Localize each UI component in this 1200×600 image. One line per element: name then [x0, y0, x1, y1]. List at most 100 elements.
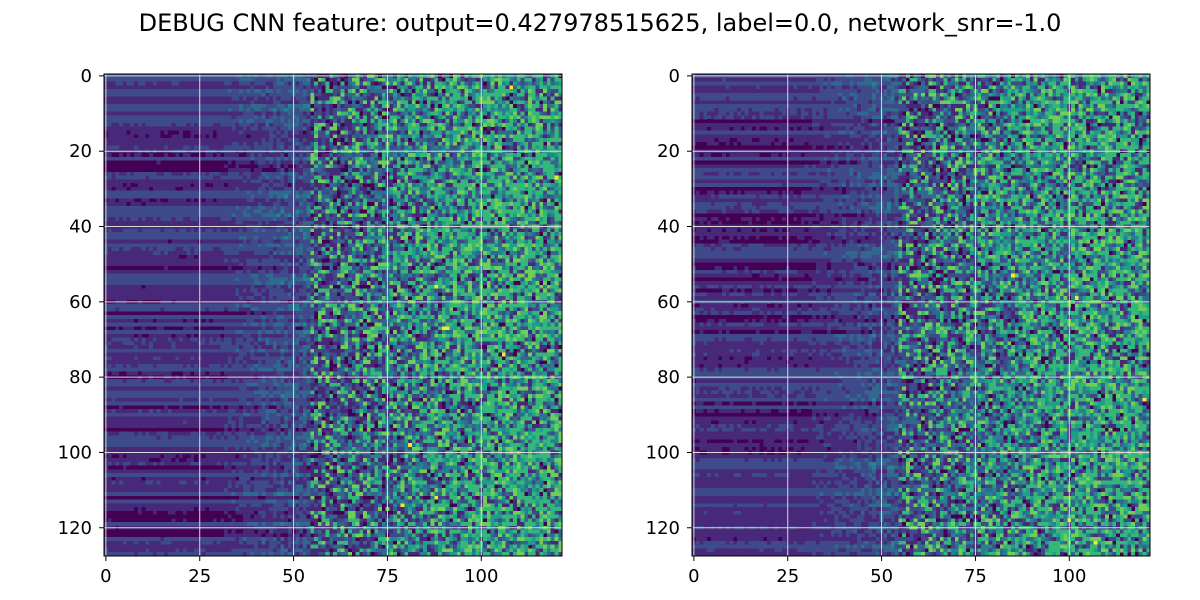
- heatmap-cell: [351, 156, 356, 161]
- heatmap-cell: [404, 183, 409, 188]
- heatmap-cell: [111, 107, 116, 112]
- heatmap-cell: [396, 164, 401, 169]
- heatmap-cell: [257, 153, 262, 157]
- heatmap-cell: [265, 179, 270, 184]
- heatmap-cell: [152, 232, 157, 237]
- heatmap-cell: [374, 186, 379, 191]
- heatmap-cell: [126, 145, 131, 150]
- heatmap-cell: [423, 228, 427, 233]
- heatmap-cell: [167, 228, 172, 233]
- heatmap-cell: [216, 213, 221, 218]
- heatmap-cell: [299, 104, 304, 108]
- heatmap-cell: [336, 198, 341, 203]
- heatmap-cell: [438, 104, 442, 108]
- heatmap-cell: [344, 179, 349, 184]
- heatmap-cell: [122, 100, 127, 105]
- heatmap-cell: [310, 107, 315, 112]
- heatmap-cell: [306, 179, 311, 184]
- heatmap-cell: [513, 122, 518, 127]
- heatmap-cell: [550, 134, 555, 139]
- heatmap-cell: [494, 183, 499, 188]
- heatmap-cell: [141, 100, 146, 105]
- heatmap-cell: [134, 111, 138, 116]
- heatmap-cell: [554, 183, 559, 188]
- heatmap-cell: [302, 232, 307, 237]
- heatmap-cell: [272, 77, 277, 82]
- heatmap-cell: [171, 186, 176, 191]
- heatmap-cell: [265, 134, 270, 139]
- heatmap-cell: [167, 156, 172, 161]
- heatmap-cell: [404, 130, 409, 135]
- heatmap-cell: [134, 107, 138, 112]
- heatmap-cell: [149, 213, 153, 218]
- heatmap-cell: [531, 205, 536, 210]
- heatmap-cell: [494, 232, 499, 237]
- heatmap-cell: [419, 205, 424, 210]
- heatmap-cell: [141, 138, 146, 142]
- heatmap-cell: [156, 202, 161, 206]
- heatmap-cell: [554, 141, 559, 146]
- heatmap-cell: [209, 228, 213, 233]
- heatmap-cell: [205, 89, 210, 93]
- heatmap-cell: [340, 160, 345, 165]
- heatmap-cell: [209, 96, 213, 101]
- heatmap-cell: [205, 107, 210, 112]
- heatmap-cell: [546, 205, 551, 210]
- heatmap-cell: [269, 126, 274, 131]
- heatmap-cell: [145, 77, 150, 82]
- heatmap-cell: [284, 153, 289, 157]
- heatmap-cell: [310, 160, 315, 165]
- heatmap-cell: [122, 85, 127, 90]
- heatmap-cell: [254, 126, 258, 131]
- heatmap-cell: [164, 134, 168, 139]
- heatmap-cell: [550, 179, 555, 184]
- heatmap-cell: [531, 198, 536, 203]
- heatmap-cell: [186, 209, 191, 214]
- heatmap-cell: [434, 107, 439, 112]
- heatmap-cell: [276, 100, 281, 105]
- heatmap-cell: [235, 100, 240, 105]
- heatmap-cell: [550, 115, 555, 120]
- heatmap-cell: [389, 111, 394, 116]
- heatmap-cell: [494, 111, 499, 116]
- heatmap-cell: [486, 138, 491, 142]
- heatmap-cell: [167, 190, 172, 195]
- heatmap-cell: [558, 186, 562, 191]
- heatmap-cell: [302, 141, 307, 146]
- heatmap-cell: [179, 194, 183, 199]
- heatmap-cell: [141, 220, 146, 225]
- heatmap-cell: [321, 232, 326, 237]
- heatmap-cell: [550, 85, 555, 90]
- heatmap-cell: [509, 104, 514, 108]
- heatmap-cell: [333, 186, 337, 191]
- heatmap-cell: [453, 202, 457, 206]
- heatmap-cell: [287, 202, 292, 206]
- heatmap-cell: [490, 81, 495, 86]
- heatmap-cell: [299, 141, 304, 146]
- heatmap-cell: [250, 228, 255, 233]
- heatmap-cell: [535, 179, 540, 184]
- heatmap-cell: [449, 138, 454, 142]
- heatmap-cell: [434, 122, 439, 127]
- heatmap-cell: [486, 122, 491, 127]
- heatmap-cell: [359, 104, 364, 108]
- heatmap-cell: [505, 168, 510, 172]
- heatmap-cell: [475, 209, 480, 214]
- heatmap-cell: [468, 138, 472, 142]
- heatmap-cell: [272, 175, 277, 180]
- heatmap-cell: [171, 153, 176, 157]
- heatmap-cell: [336, 85, 341, 90]
- heatmap-cell: [505, 202, 510, 206]
- heatmap-cell: [505, 81, 510, 86]
- heatmap-cell: [546, 96, 551, 101]
- heatmap-cell: [171, 179, 176, 184]
- heatmap-cell: [186, 213, 191, 218]
- heatmap-cell: [205, 153, 210, 157]
- heatmap-cell: [344, 171, 349, 176]
- heatmap-cell: [456, 126, 461, 131]
- heatmap-cell: [156, 89, 161, 93]
- heatmap-cell: [351, 179, 356, 184]
- heatmap-cell: [107, 104, 112, 108]
- heatmap-cell: [374, 205, 379, 210]
- heatmap-cell: [543, 220, 548, 225]
